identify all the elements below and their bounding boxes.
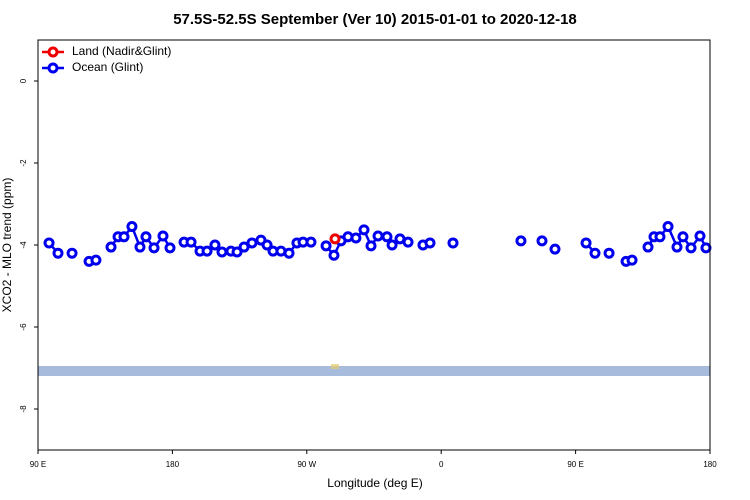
data-point [66,247,78,259]
data-point [216,246,228,258]
data-point [700,242,712,254]
data-point [402,236,414,248]
data-point [283,247,295,259]
data-point [209,239,221,251]
data-point [662,221,674,233]
data-point [381,231,393,243]
data-point [372,230,384,242]
data-point [231,246,243,258]
map-strip [38,366,710,376]
data-point [148,242,160,254]
data-point [328,249,340,261]
data-point [134,241,146,253]
data-point [642,241,654,253]
data-point [549,243,561,255]
legend-marker [47,46,59,58]
data-point [246,237,258,249]
data-point [52,247,64,259]
data-point [185,236,197,248]
data-point [677,231,689,243]
legend-marker [47,62,59,74]
y-tick-label: -4 [19,241,28,249]
data-point [140,231,152,243]
data-point [105,241,117,253]
y-tick-label: 0 [19,78,28,83]
data-point [580,237,592,249]
x-axis-label: Longitude (deg E) [327,476,422,490]
data-point [90,254,102,266]
data-point [118,231,130,243]
data-point [261,239,273,251]
data-point [238,241,250,253]
data-point [685,242,697,254]
y-tick-label: -6 [19,323,28,331]
data-point [350,232,362,244]
data-point [424,237,436,249]
data-point [626,254,638,266]
y-tick-label: -2 [19,159,28,167]
data-point [671,241,683,253]
y-axis-label: XCO2 - MLO trend (ppm) [0,178,14,313]
data-point [694,230,706,242]
data-point [365,240,377,252]
x-tick-label: 90 E [567,460,583,469]
x-tick-label: 90 E [30,460,46,469]
data-point [43,237,55,249]
plot [43,221,712,267]
data-point [589,247,601,259]
x-tick-label: 90 W [297,460,316,469]
x-tick-label: 180 [703,460,717,469]
legend-label: Ocean (Glint) [72,60,143,74]
data-point [320,240,332,252]
data-point [358,224,370,236]
data-point [447,237,459,249]
data-point [157,230,169,242]
x-tick-label: 180 [166,460,180,469]
data-point [536,235,548,247]
data-point [305,236,317,248]
legend-label: Land (Nadir&Glint) [72,44,171,58]
y-tick-label: -8 [19,405,28,413]
data-point [329,233,341,245]
map-land [331,364,339,369]
data-point [164,242,176,254]
data-point [386,239,398,251]
chart-title: 57.5S-52.5S September (Ver 10) 2015-01-0… [173,11,577,28]
data-point [515,235,527,247]
data-point [654,231,666,243]
data-point [603,247,615,259]
x-tick-label: 0 [439,460,444,469]
data-point [126,221,138,233]
data-point [201,245,213,257]
